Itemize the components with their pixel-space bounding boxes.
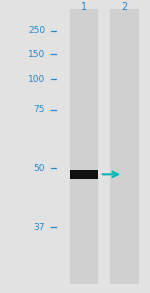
Text: 150: 150 <box>28 50 45 59</box>
Text: 250: 250 <box>28 26 45 35</box>
Text: 100: 100 <box>28 75 45 84</box>
Text: 50: 50 <box>33 164 45 173</box>
Text: 37: 37 <box>33 223 45 231</box>
Bar <box>110 9 139 284</box>
Bar <box>70 9 98 284</box>
Text: 2: 2 <box>121 2 128 12</box>
Text: 1: 1 <box>81 2 87 12</box>
Text: 75: 75 <box>33 105 45 114</box>
Bar <box>70 170 98 179</box>
